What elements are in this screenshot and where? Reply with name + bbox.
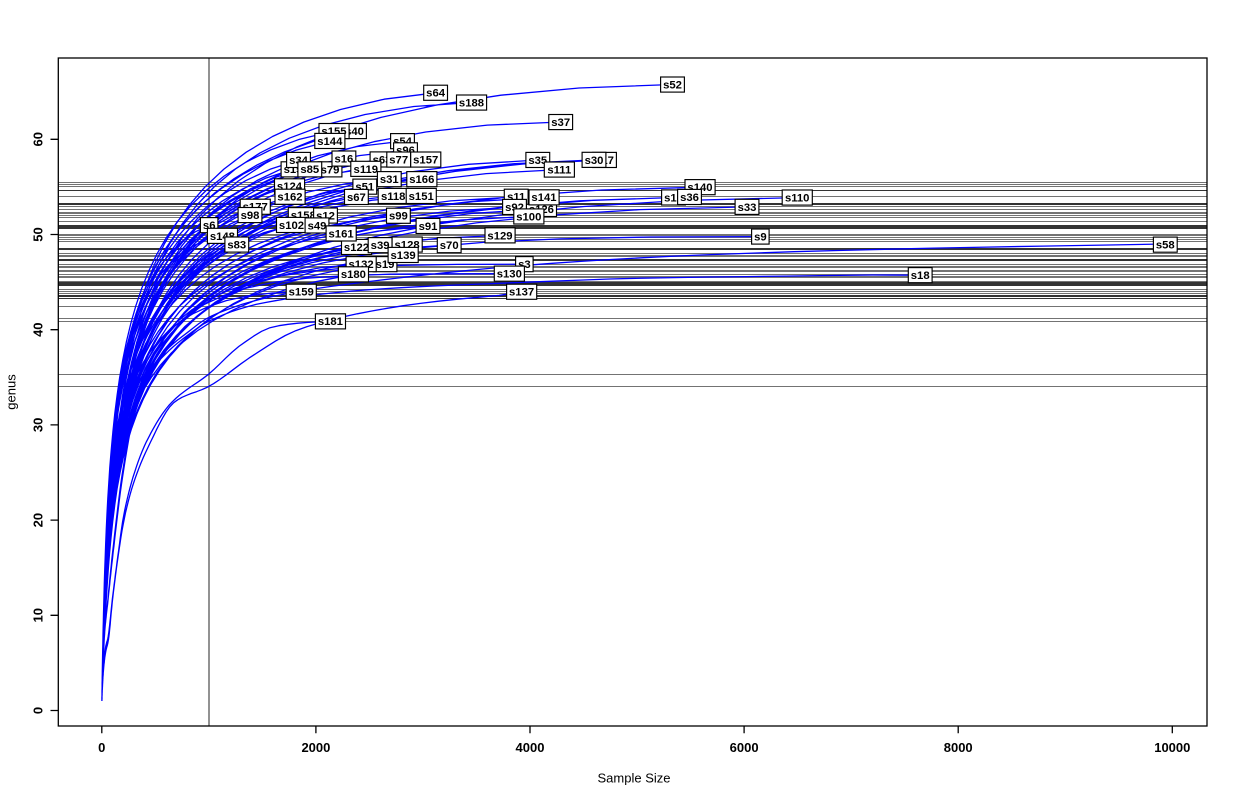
- svg-text:8000: 8000: [944, 740, 973, 755]
- svg-text:s77: s77: [389, 155, 408, 167]
- svg-text:s130: s130: [497, 269, 522, 281]
- svg-text:s67: s67: [347, 192, 366, 204]
- svg-text:s49: s49: [308, 220, 327, 232]
- svg-text:s40: s40: [345, 126, 364, 138]
- svg-text:s180: s180: [341, 269, 366, 281]
- svg-text:s102: s102: [279, 220, 304, 232]
- svg-text:s79: s79: [321, 164, 340, 176]
- svg-text:s166: s166: [409, 174, 434, 186]
- svg-text:s141: s141: [531, 192, 556, 204]
- svg-text:s85: s85: [300, 164, 319, 176]
- svg-text:10000: 10000: [1154, 740, 1190, 755]
- svg-text:s119: s119: [354, 164, 379, 176]
- svg-text:s70: s70: [440, 240, 459, 252]
- svg-text:s157: s157: [413, 155, 438, 167]
- svg-text:s188: s188: [459, 97, 484, 109]
- svg-text:genus: genus: [4, 374, 19, 410]
- svg-text:40: 40: [31, 322, 46, 336]
- svg-text:s181: s181: [318, 316, 343, 328]
- svg-text:s16: s16: [334, 154, 353, 166]
- svg-text:s58: s58: [1156, 240, 1175, 252]
- svg-text:20: 20: [31, 513, 46, 527]
- svg-text:30: 30: [31, 418, 46, 432]
- svg-text:s83: s83: [227, 240, 246, 252]
- svg-text:60: 60: [31, 132, 46, 146]
- svg-text:s118: s118: [381, 191, 406, 203]
- svg-text:50: 50: [31, 227, 46, 241]
- svg-text:s162: s162: [277, 192, 302, 204]
- svg-text:s159: s159: [289, 287, 314, 299]
- svg-text:s139: s139: [391, 250, 416, 262]
- svg-text:Sample Size: Sample Size: [598, 771, 671, 786]
- svg-text:s111: s111: [547, 165, 571, 177]
- svg-text:2000: 2000: [301, 740, 330, 755]
- svg-text:s30: s30: [585, 155, 604, 167]
- svg-text:s99: s99: [389, 211, 408, 223]
- svg-text:s33: s33: [738, 202, 757, 214]
- svg-text:0: 0: [31, 707, 46, 714]
- svg-text:s9: s9: [754, 232, 767, 244]
- svg-text:6000: 6000: [730, 740, 759, 755]
- svg-text:s37: s37: [551, 117, 570, 129]
- svg-text:s31: s31: [380, 174, 399, 186]
- svg-text:s91: s91: [419, 221, 438, 233]
- svg-text:s110: s110: [785, 193, 810, 205]
- svg-text:s64: s64: [426, 88, 446, 100]
- svg-text:s144: s144: [317, 136, 343, 148]
- svg-text:s98: s98: [241, 210, 260, 222]
- svg-text:s122: s122: [344, 242, 369, 254]
- svg-text:s129: s129: [487, 230, 512, 242]
- svg-text:s151: s151: [409, 191, 434, 203]
- svg-text:10: 10: [31, 608, 46, 622]
- svg-text:s39: s39: [371, 240, 390, 252]
- svg-text:s18: s18: [911, 270, 930, 282]
- svg-text:s36: s36: [680, 192, 699, 204]
- svg-text:s100: s100: [516, 211, 541, 223]
- svg-text:s35: s35: [528, 155, 547, 167]
- svg-text:s52: s52: [663, 79, 682, 91]
- svg-text:s137: s137: [509, 287, 534, 299]
- svg-text:4000: 4000: [516, 740, 545, 755]
- svg-text:s161: s161: [329, 228, 354, 240]
- svg-text:0: 0: [98, 740, 105, 755]
